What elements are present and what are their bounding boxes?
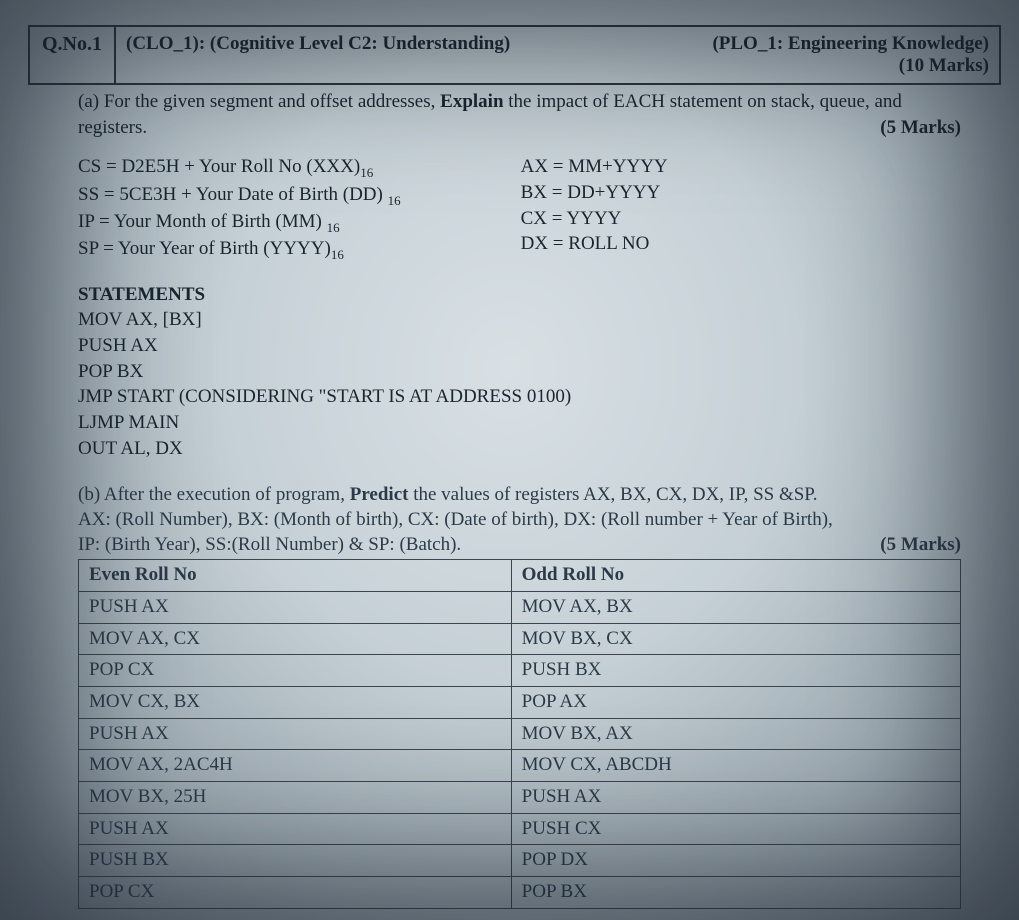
question-number: Q.No.1	[30, 27, 116, 83]
table-cell: POP DX	[511, 845, 960, 877]
register-definitions: CS = D2E5H + Your Roll No (XXX)16 SS = 5…	[78, 154, 961, 263]
exam-page: Q.No.1 (CLO_1): (Cognitive Level C2: Und…	[28, 25, 1001, 900]
table-cell: MOV CX, BX	[79, 686, 512, 718]
stmt-row: JMP START (CONSIDERING "START IS AT ADDR…	[78, 384, 961, 410]
part-b-marks: (5 Marks)	[880, 533, 961, 558]
table-cell: PUSH CX	[511, 813, 960, 845]
table-cell: PUSH AX	[511, 782, 960, 814]
table-cell: PUSH AX	[79, 591, 512, 623]
table-row: PUSH AXMOV BX, AX	[79, 718, 961, 750]
table-row: PUSH AXPUSH CX	[79, 813, 961, 845]
prompt-a-prefix: (a) For the given segment and offset add…	[78, 91, 440, 112]
table-cell: MOV AX, CX	[79, 623, 512, 655]
table-cell: MOV BX, 25H	[79, 782, 512, 814]
total-marks: (10 Marks)	[126, 55, 989, 77]
table-row: PUSH AXMOV AX, BX	[79, 591, 961, 623]
def-sp: SP = Your Year of Birth (YYYY)16	[78, 236, 401, 263]
part-a-prompt: (a) For the given segment and offset add…	[78, 89, 961, 140]
segment-defs: CS = D2E5H + Your Roll No (XXX)16 SS = 5…	[78, 154, 401, 263]
stmt-row: MOV AX, [BX]	[78, 307, 961, 333]
col-even: Even Roll No	[79, 560, 512, 592]
prompt-b-prefix: (b) After the execution of program,	[78, 484, 350, 505]
part-a: (a) For the given segment and offset add…	[28, 89, 1001, 461]
stmt-row: OUT AL, DX	[78, 436, 961, 462]
def-ax: AX = MM+YYYY	[521, 154, 668, 180]
question-meta: (CLO_1): (Cognitive Level C2: Understand…	[116, 27, 999, 83]
prompt-b-line3: IP: (Birth Year), SS:(Roll Number) & SP:…	[78, 534, 461, 555]
question-header: Q.No.1 (CLO_1): (Cognitive Level C2: Und…	[28, 25, 1001, 85]
statements-heading: STATEMENTS	[78, 282, 961, 308]
table-cell: PUSH BX	[511, 655, 960, 687]
table-header-row: Even Roll No Odd Roll No	[79, 560, 961, 592]
def-ip: IP = Your Month of Birth (MM) 16	[78, 209, 401, 236]
table-cell: POP CX	[79, 877, 512, 909]
table-row: MOV BX, 25HPUSH AX	[79, 782, 961, 814]
def-dx: DX = ROLL NO	[521, 231, 668, 257]
prompt-b-suffix: the values of registers AX, BX, CX, DX, …	[408, 484, 817, 505]
def-cs: CS = D2E5H + Your Roll No (XXX)16	[78, 154, 401, 181]
table-cell: MOV CX, ABCDH	[511, 750, 960, 782]
prompt-b-bold: Predict	[350, 484, 409, 505]
col-odd: Odd Roll No	[511, 560, 960, 592]
program-table: Even Roll No Odd Roll No PUSH AXMOV AX, …	[78, 559, 961, 909]
table-cell: POP CX	[79, 655, 512, 687]
prompt-a-bold: Explain	[440, 91, 503, 112]
table-cell: MOV BX, AX	[511, 718, 960, 750]
table-row: PUSH BXPOP DX	[79, 845, 961, 877]
table-row: POP CXPOP BX	[79, 877, 961, 909]
table-row: MOV AX, CXMOV BX, CX	[79, 623, 961, 655]
plo-label: (PLO_1: Engineering Knowledge)	[712, 33, 989, 55]
def-cx: CX = YYYY	[521, 206, 668, 232]
table-cell: POP BX	[511, 877, 960, 909]
table-cell: MOV BX, CX	[511, 623, 960, 655]
table-cell: PUSH BX	[79, 845, 512, 877]
table-row: MOV CX, BXPOP AX	[79, 686, 961, 718]
part-b-prompt: (b) After the execution of program, Pred…	[78, 483, 961, 557]
table-cell: POP AX	[511, 686, 960, 718]
table-cell: MOV AX, 2AC4H	[79, 750, 512, 782]
stmt-row: POP BX	[78, 359, 961, 385]
table-row: MOV AX, 2AC4HMOV CX, ABCDH	[79, 750, 961, 782]
clo-label: (CLO_1): (Cognitive Level C2: Understand…	[126, 33, 510, 55]
part-b: (b) After the execution of program, Pred…	[28, 483, 1001, 909]
stmt-row: PUSH AX	[78, 333, 961, 359]
table-cell: MOV AX, BX	[511, 591, 960, 623]
part-a-marks: (5 Marks)	[880, 115, 961, 141]
def-ss: SS = 5CE3H + Your Date of Birth (DD) 16	[78, 182, 401, 209]
stmt-row: LJMP MAIN	[78, 410, 961, 436]
table-cell: PUSH AX	[79, 813, 512, 845]
def-bx: BX = DD+YYYY	[521, 180, 668, 206]
table-cell: PUSH AX	[79, 718, 512, 750]
prompt-b-line2: AX: (Roll Number), BX: (Month of birth),…	[78, 508, 961, 533]
register-init-defs: AX = MM+YYYY BX = DD+YYYY CX = YYYY DX =…	[521, 154, 668, 263]
table-row: POP CXPUSH BX	[79, 655, 961, 687]
statements-block: STATEMENTS MOV AX, [BX] PUSH AX POP BX J…	[78, 282, 961, 461]
